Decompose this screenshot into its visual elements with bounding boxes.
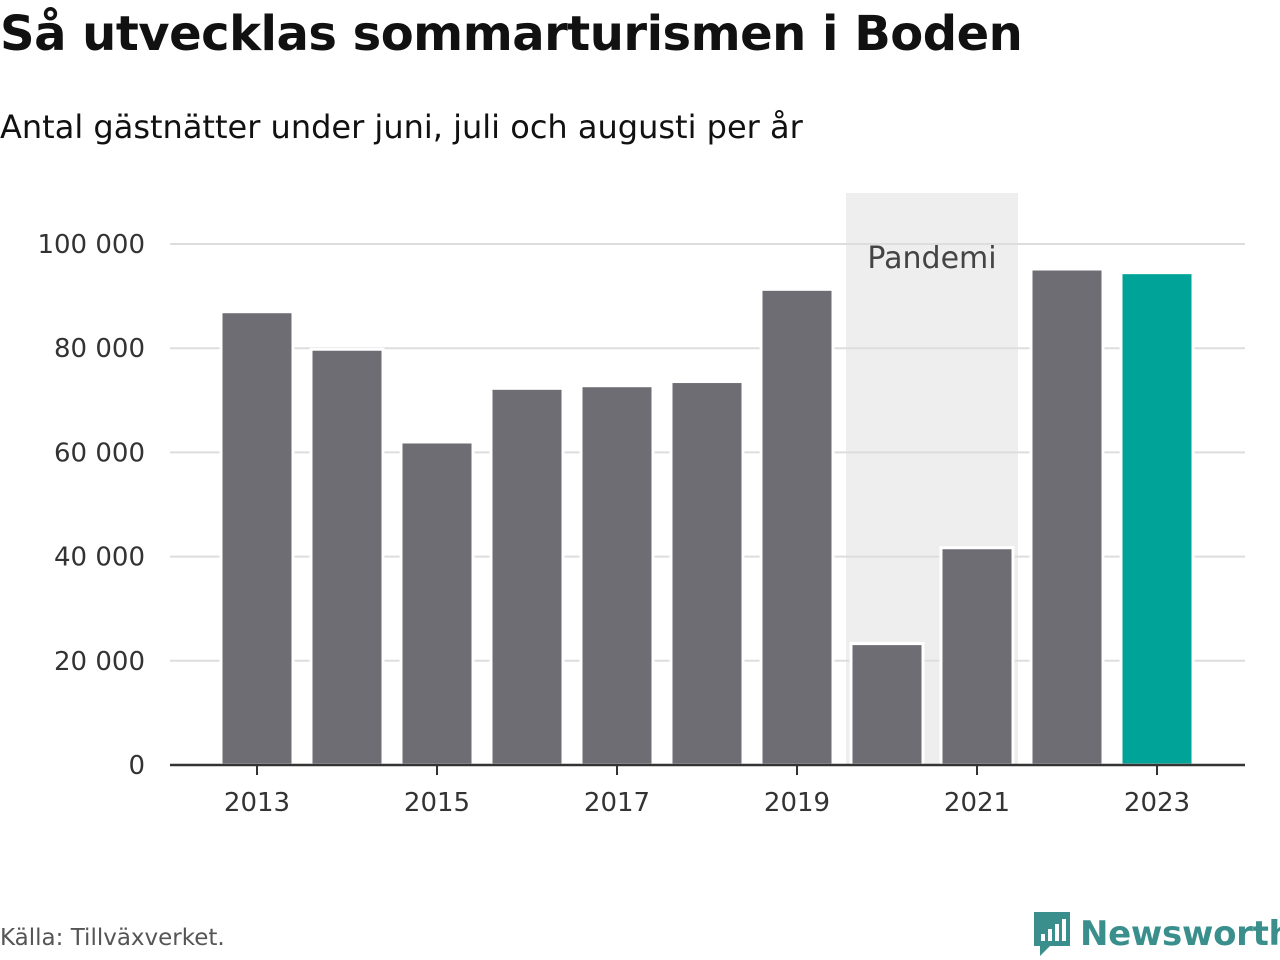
source-note: Källa: Tillväxverket. xyxy=(0,925,225,951)
bar-2013 xyxy=(219,310,295,767)
chart-title: Så utvecklas sommarturismen i Boden xyxy=(0,6,1023,62)
bars xyxy=(219,267,1195,767)
axes: 0 20 000 40 000 60 000 80 000 100 000 2013 2015… xyxy=(37,230,1245,818)
x-tick-label: 2017 xyxy=(584,788,650,818)
brand-name: Newsworthy xyxy=(1080,914,1280,954)
bar-2020 xyxy=(849,642,925,767)
y-tick-label: 20 000 xyxy=(54,647,145,677)
x-tick-label: 2019 xyxy=(764,788,830,818)
bar-2021 xyxy=(939,546,1015,767)
y-tick-label: 60 000 xyxy=(54,438,145,468)
bar-2018 xyxy=(669,380,745,767)
bar-2014 xyxy=(309,347,385,767)
bar-2016 xyxy=(489,386,565,767)
brand-logo: Newsworthy xyxy=(1032,910,1280,958)
bar-2017 xyxy=(579,384,655,767)
x-tick-label: 2015 xyxy=(404,788,470,818)
y-tick-label: 0 xyxy=(128,751,145,781)
y-tick-label: 80 000 xyxy=(54,334,145,364)
x-tick-label: 2023 xyxy=(1124,788,1190,818)
newsworthy-logo-icon xyxy=(1034,912,1070,956)
bar-2019 xyxy=(759,287,835,767)
pandemic-band-label: Pandemi xyxy=(867,241,996,276)
bar-2023 xyxy=(1119,271,1195,767)
bar-2022 xyxy=(1029,267,1105,767)
y-tick-label: 100 000 xyxy=(37,230,145,260)
bar-2015 xyxy=(399,440,475,767)
y-tick-label: 40 000 xyxy=(54,543,145,573)
x-tick-label: 2021 xyxy=(944,788,1010,818)
x-tick-label: 2013 xyxy=(224,788,290,818)
chart-subtitle: Antal gästnätter under juni, juli och au… xyxy=(0,108,803,146)
